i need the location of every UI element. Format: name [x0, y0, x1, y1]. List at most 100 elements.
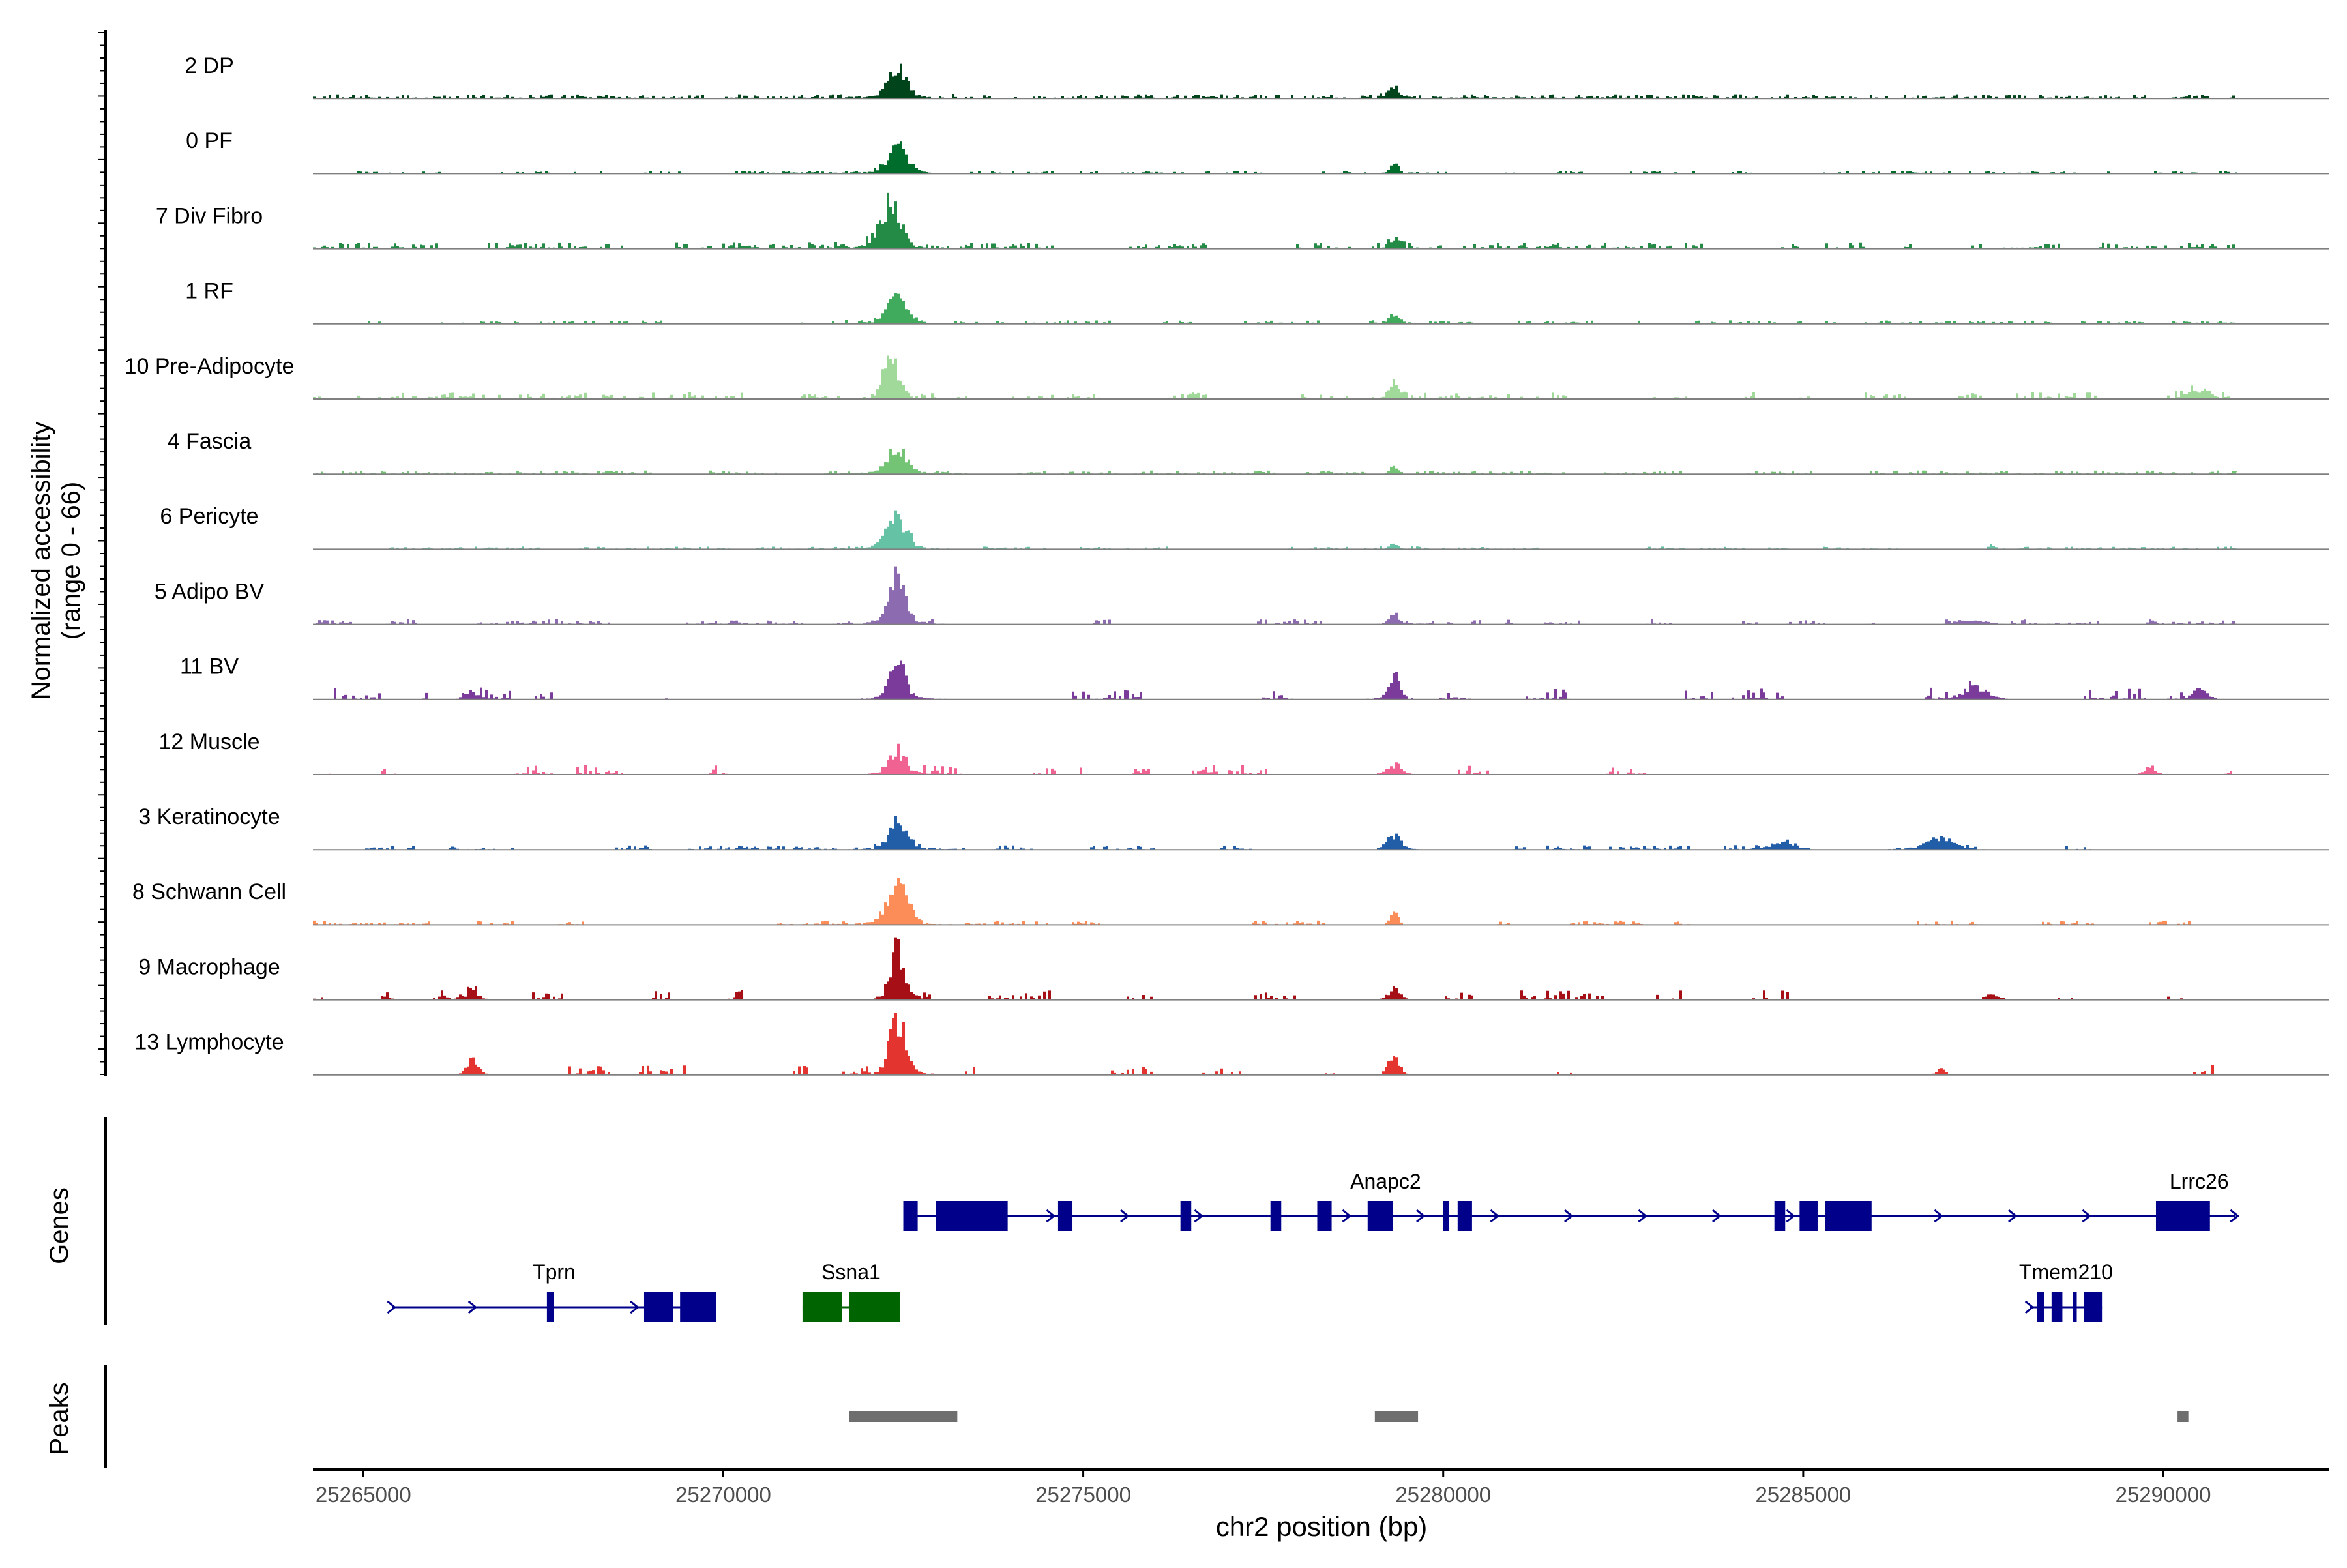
axes: Normalized accessibility (range 0 - 66) …: [27, 30, 2329, 1542]
peak-region: [849, 1411, 958, 1422]
track-1: 2 DP: [185, 53, 2329, 100]
exon: [1367, 1201, 1393, 1231]
track-label-13: 9 Macrophage: [138, 954, 280, 979]
exon: [1057, 1201, 1073, 1231]
exon: [1443, 1201, 1449, 1231]
coverage-area-13: [313, 937, 2237, 1000]
exon: [2073, 1292, 2077, 1322]
exon: [1774, 1201, 1786, 1231]
coverage-area-6: [313, 449, 2237, 475]
exon: [2051, 1292, 2063, 1322]
exon: [643, 1292, 673, 1322]
track-9: 11 BV: [180, 655, 2329, 700]
exon: [936, 1201, 1008, 1231]
gene-label: Lrrc26: [2170, 1170, 2229, 1193]
strand-arrow: [1342, 1209, 1351, 1223]
peaks-panel-label: Peaks: [45, 1382, 74, 1455]
exon: [2155, 1201, 2210, 1231]
exon: [903, 1201, 918, 1231]
track-14: 13 Lymphocyte: [134, 1013, 2329, 1076]
coverage-area-11: [313, 816, 2237, 850]
coverage-area-5: [313, 355, 2237, 399]
x-tick-label: 25270000: [675, 1483, 771, 1507]
coverage-area-12: [313, 878, 2237, 925]
peak-region: [2177, 1411, 2189, 1422]
strand-arrow: [1490, 1209, 1499, 1223]
track-label-10: 12 Muscle: [159, 730, 260, 754]
track-label-4: 1 RF: [185, 279, 233, 304]
x-axis-label: chr2 position (bp): [1216, 1511, 1428, 1542]
coverage-area-10: [313, 743, 2237, 775]
track-8: 5 Adipo BV: [155, 566, 2329, 625]
strand-arrow: [1416, 1209, 1426, 1223]
exon: [2084, 1292, 2103, 1322]
strand-arrow: [1194, 1209, 1203, 1223]
strand-arrow: [1712, 1209, 1722, 1223]
track-5: 10 Pre-Adipocyte: [125, 354, 2329, 400]
coverage-area-7: [313, 510, 2237, 550]
strand-arrow: [2230, 1209, 2239, 1223]
strand-arrow: [630, 1300, 640, 1314]
track-3: 7 Div Fibro: [156, 192, 2329, 250]
peak-region: [1374, 1411, 1419, 1422]
exon: [546, 1292, 554, 1322]
x-tick-label: 25275000: [1035, 1483, 1131, 1507]
strand-arrow: [1638, 1209, 1647, 1223]
coverage-area-2: [313, 141, 2237, 174]
exon: [1270, 1201, 1282, 1231]
track-6: 4 Fascia: [168, 429, 2329, 475]
coverage-area-4: [313, 293, 2237, 324]
coverage-tracks: 2 DP 0 PF 7 Div Fibro 1 RF 10 Pre-Adipocyte 4…: [125, 53, 2329, 1076]
coverage-area-9: [313, 660, 2237, 700]
coverage-area-8: [313, 566, 2237, 625]
strand-arrow: [1046, 1209, 1055, 1223]
gene-label: Tprn: [533, 1260, 576, 1284]
exon: [1457, 1201, 1472, 1231]
gene-lrrc26: Lrrc26: [2155, 1170, 2239, 1231]
track-label-12: 8 Schwann Cell: [132, 880, 286, 904]
exon: [2037, 1292, 2044, 1322]
strand-arrow: [1120, 1209, 1130, 1223]
gene-tprn: Tprn: [387, 1260, 716, 1322]
exon: [1799, 1201, 1818, 1231]
gene-annotation-track: Anapc2 Lrrc26 Tprn Ssna1 Tmem210: [387, 1170, 2239, 1322]
peak-track: [849, 1411, 2189, 1422]
track-4: 1 RF: [185, 279, 2329, 325]
gene-label: Ssna1: [821, 1260, 881, 1284]
x-tick-label: 25280000: [1395, 1483, 1491, 1507]
strand-arrow: [387, 1300, 396, 1314]
track-label-9: 11 BV: [180, 655, 239, 679]
track-11: 3 Keratinocyte: [138, 805, 2329, 851]
track-label-3: 7 Div Fibro: [156, 203, 263, 228]
track-label-7: 6 Pericyte: [160, 504, 258, 529]
coverage-area-1: [313, 63, 2237, 99]
strand-arrow: [2082, 1209, 2091, 1223]
track-2: 0 PF: [186, 128, 2329, 175]
track-12: 8 Schwann Cell: [132, 878, 2329, 926]
exon: [849, 1292, 900, 1322]
genes-panel-label: Genes: [45, 1187, 74, 1264]
gene-anapc2: Anapc2: [903, 1170, 2239, 1231]
strand-arrow: [2024, 1300, 2035, 1314]
strand-arrow: [1564, 1209, 1574, 1223]
gene-label: Tmem210: [2019, 1260, 2113, 1284]
gene-ssna1: Ssna1: [802, 1260, 900, 1322]
exon: [1317, 1201, 1332, 1231]
track-7: 6 Pericyte: [160, 504, 2329, 550]
strand-arrow: [1934, 1209, 1943, 1223]
strand-arrow: [1786, 1209, 1795, 1223]
track-label-14: 13 Lymphocyte: [134, 1030, 284, 1055]
y-axis-label-range: (range 0 - 66): [57, 482, 85, 640]
y-axis-label: Normalized accessibility: [27, 422, 55, 700]
x-tick-label: 25265000: [316, 1483, 411, 1507]
x-tick-label: 25290000: [2116, 1483, 2211, 1507]
x-tick-label: 25285000: [1755, 1483, 1851, 1507]
track-label-6: 4 Fascia: [168, 429, 252, 454]
track-10: 12 Muscle: [159, 730, 2329, 775]
coverage-area-14: [313, 1013, 2237, 1075]
track-label-2: 0 PF: [186, 128, 233, 153]
track-13: 9 Macrophage: [138, 937, 2329, 1001]
track-label-8: 5 Adipo BV: [155, 579, 265, 604]
